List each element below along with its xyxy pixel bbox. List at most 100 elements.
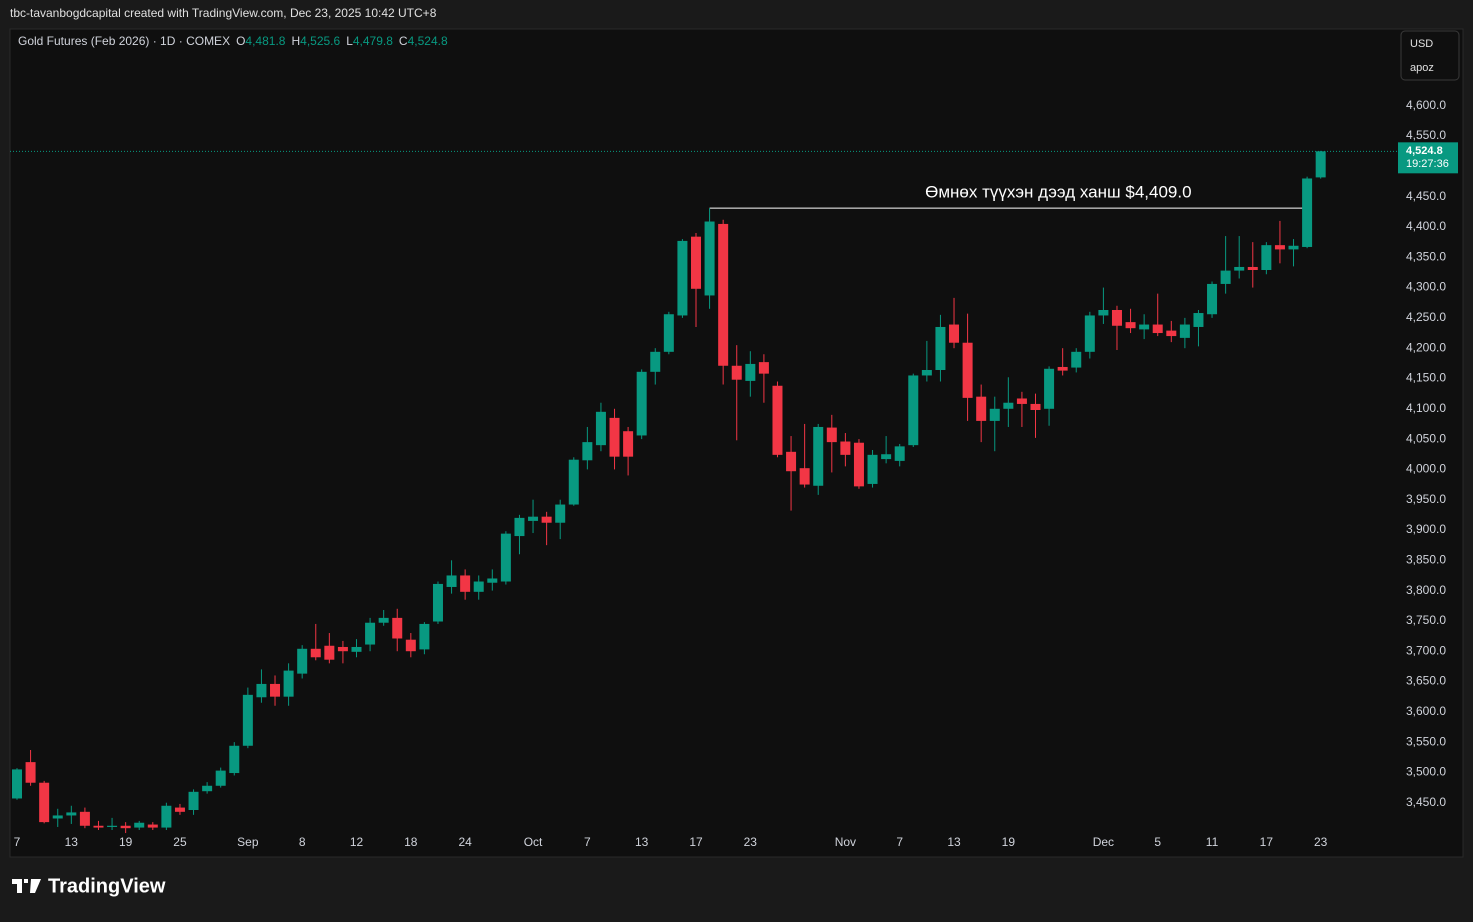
y-tick-label: 4,350.0 xyxy=(1406,249,1446,263)
last-price-label: 4,524.8 xyxy=(1406,145,1443,157)
candle-body xyxy=(704,221,715,296)
y-tick-label: 3,450.0 xyxy=(1406,795,1446,809)
x-tick-label: Oct xyxy=(524,835,543,849)
y-tick-label: 4,050.0 xyxy=(1406,431,1446,445)
y-tick-label: 4,200.0 xyxy=(1406,340,1446,354)
candle-body xyxy=(1193,313,1204,327)
candle-body xyxy=(1084,315,1095,352)
y-tick-label: 3,950.0 xyxy=(1406,492,1446,506)
x-tick-label: 7 xyxy=(584,835,591,849)
candle-body xyxy=(52,815,63,819)
x-tick-label: 7 xyxy=(896,835,903,849)
x-tick-label: 17 xyxy=(689,835,703,849)
annotation: Өмнөх түүхэн дээд ханш $4,409.0 xyxy=(925,183,1191,202)
candle-body xyxy=(813,426,824,486)
ohlc-key: O xyxy=(236,34,245,48)
candle-body xyxy=(12,769,22,799)
candle-body xyxy=(962,342,973,398)
candle-body xyxy=(1044,368,1055,409)
candle-body xyxy=(432,583,443,622)
y-tick-label: 3,550.0 xyxy=(1406,734,1446,748)
y-tick-label: 3,500.0 xyxy=(1406,765,1446,779)
y-tick-label: 4,300.0 xyxy=(1406,280,1446,294)
candle-body xyxy=(514,517,525,537)
candle-body xyxy=(1098,310,1109,316)
x-tick-label: 19 xyxy=(1002,835,1016,849)
y-tick-label: 3,850.0 xyxy=(1406,552,1446,566)
candle-body xyxy=(1057,366,1068,371)
candle-body xyxy=(568,459,579,505)
last-price-tag xyxy=(1398,142,1458,174)
candle-body xyxy=(677,240,688,316)
y-tick-label: 4,400.0 xyxy=(1406,219,1446,233)
x-tick-label: Sep xyxy=(237,835,259,849)
candle-body xyxy=(473,581,484,592)
chart-area xyxy=(9,28,1464,858)
x-tick-label: 17 xyxy=(1260,835,1274,849)
candle-body xyxy=(582,442,593,461)
candle-body xyxy=(324,645,335,660)
candle-body xyxy=(202,785,213,792)
y-tick-label: 4,150.0 xyxy=(1406,371,1446,385)
candle-body xyxy=(718,223,729,366)
x-tick-label: 18 xyxy=(404,835,418,849)
currency-box[interactable] xyxy=(1400,30,1460,81)
candle-body xyxy=(270,683,281,697)
candle-body xyxy=(935,326,946,370)
candle-body xyxy=(1274,245,1285,250)
candle-body xyxy=(93,825,104,828)
candle-body xyxy=(541,516,552,523)
candle-body xyxy=(392,617,403,639)
candle-body xyxy=(25,762,36,783)
candle-body xyxy=(174,807,185,812)
candle-body xyxy=(229,745,240,774)
y-tick-label: 4,550.0 xyxy=(1406,128,1446,142)
unit-label: apoz xyxy=(1410,62,1434,74)
candle-body xyxy=(405,639,416,652)
candle-body xyxy=(1111,310,1122,326)
candle-body xyxy=(772,385,783,455)
ohlc-key: L xyxy=(346,34,353,48)
y-tick-label: 4,000.0 xyxy=(1406,462,1446,476)
candle-body xyxy=(500,533,511,582)
y-tick-label: 4,100.0 xyxy=(1406,401,1446,415)
ohlc-key: H xyxy=(291,34,300,48)
candle-body xyxy=(758,362,769,374)
candle-body xyxy=(881,454,892,460)
x-tick-label: 19 xyxy=(119,835,133,849)
x-tick-label: 25 xyxy=(173,835,187,849)
candle-body xyxy=(283,670,294,697)
candle-body xyxy=(66,812,77,816)
candle-body xyxy=(310,648,321,658)
ohlc-value: 4,524.8 xyxy=(408,34,448,48)
candle-body xyxy=(487,578,498,583)
candle-body xyxy=(1179,324,1190,338)
candle-body xyxy=(528,516,539,521)
x-tick-label: 13 xyxy=(947,835,961,849)
candle-body xyxy=(1261,245,1272,270)
candle-body xyxy=(1302,178,1313,247)
y-tick-label: 3,800.0 xyxy=(1406,583,1446,597)
candle-body xyxy=(1125,322,1136,329)
candle-body xyxy=(555,504,566,523)
candle-body xyxy=(1166,330,1177,337)
x-tick-label: 23 xyxy=(1314,835,1328,849)
logo: TradingView xyxy=(12,875,166,897)
x-tick-label: 11 xyxy=(1206,835,1219,849)
candle-body xyxy=(1247,266,1258,270)
candle-body xyxy=(595,411,606,446)
candle-body xyxy=(1152,324,1163,334)
candle-body xyxy=(256,683,267,698)
candle-body xyxy=(921,370,932,376)
symbol: Gold Futures (Feb 2026) · 1D · COMEX xyxy=(18,34,230,48)
y-tick-label: 3,750.0 xyxy=(1406,613,1446,627)
candle-body xyxy=(731,365,742,380)
countdown: 19:27:36 xyxy=(1406,158,1449,170)
candle-body xyxy=(1139,324,1150,330)
candle-body xyxy=(826,427,837,443)
y-tick-label: 3,700.0 xyxy=(1406,643,1446,657)
candle-body xyxy=(1030,403,1041,410)
candle-body xyxy=(623,431,634,457)
